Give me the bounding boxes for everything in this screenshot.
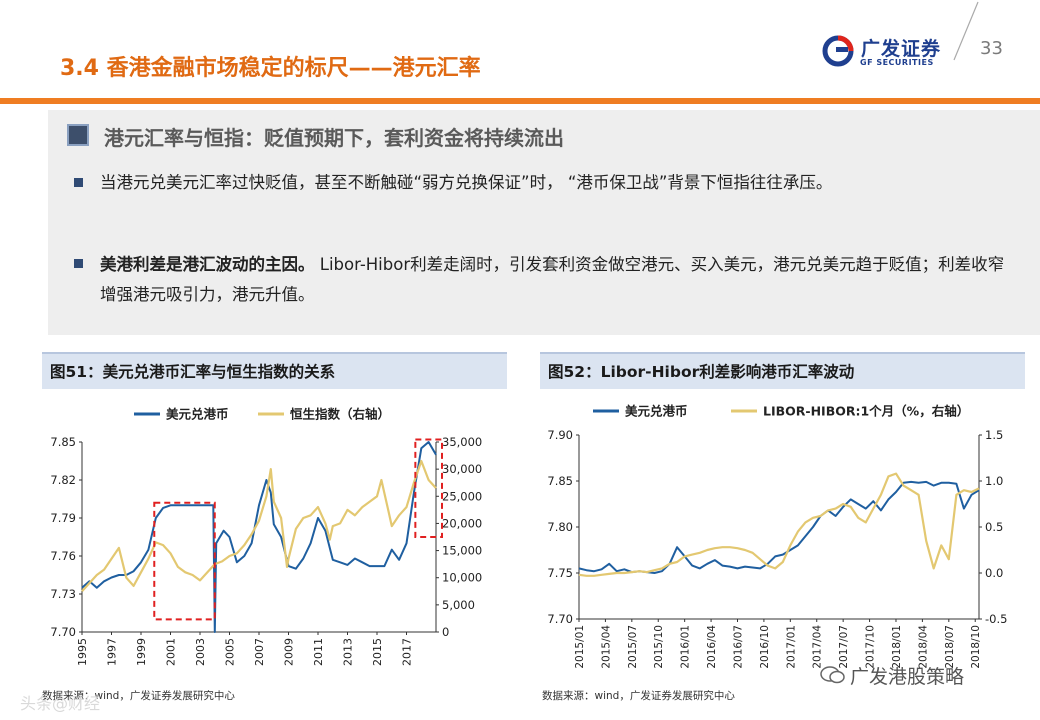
x-tick-label: 1997 bbox=[106, 638, 119, 666]
annotation-box bbox=[153, 501, 216, 621]
y2-tick-label: 0.5 bbox=[985, 520, 1003, 534]
y-tick-label: 7.79 bbox=[50, 511, 76, 525]
summary-panel bbox=[48, 110, 1040, 335]
y2-tick-label: 35,000 bbox=[442, 435, 482, 449]
divider-slash bbox=[953, 1, 979, 61]
y2-tick-label: 15,000 bbox=[442, 544, 482, 558]
x-tick-label: 2007 bbox=[253, 638, 266, 666]
subtitle-marker bbox=[67, 124, 89, 146]
x-tick-label: 2016/07 bbox=[732, 625, 744, 669]
legend-label: LIBOR-HIBOR:1个月（%，右轴） bbox=[763, 404, 969, 419]
x-tick-label: 2001 bbox=[165, 638, 178, 666]
figure52-source: 数据来源：wind，广发证券发展研究中心 bbox=[542, 690, 735, 702]
y-tick-label: 7.70 bbox=[50, 625, 76, 639]
wechat-icon bbox=[820, 666, 845, 684]
series-line-secondary bbox=[81, 459, 437, 593]
x-tick-label: 2017/04 bbox=[812, 625, 824, 669]
x-tick-label: 2016/01 bbox=[680, 625, 692, 669]
x-tick-label: 2017 bbox=[401, 638, 414, 666]
legend-label: 美元兑港币 bbox=[625, 404, 688, 419]
annotation-box bbox=[414, 438, 444, 538]
y2-tick-label: 25,000 bbox=[442, 489, 482, 503]
watermark-text: 广发港股策略 bbox=[850, 666, 965, 688]
y-tick-label: 7.80 bbox=[547, 520, 573, 534]
x-tick-label: 2011 bbox=[312, 638, 325, 666]
legend-label: 美元兑港币 bbox=[166, 407, 229, 422]
x-tick-label: 2018/07 bbox=[944, 625, 956, 669]
y2-tick-label: 10,000 bbox=[442, 571, 482, 585]
page-title: 3.4 香港金融市场稳定的标尺——港元汇率 bbox=[60, 56, 481, 81]
figure51-title: 图51：美元兑港币汇率与恒生指数的关系 bbox=[42, 352, 507, 389]
bullet-marker bbox=[74, 259, 83, 268]
x-tick-label: 2016/10 bbox=[759, 625, 771, 669]
x-tick-label: 2003 bbox=[194, 638, 207, 666]
y-tick-label: 7.85 bbox=[50, 435, 76, 449]
x-tick-label: 2018/01 bbox=[891, 625, 903, 669]
y2-tick-label: 0 bbox=[442, 625, 449, 639]
x-tick-label: 2018/04 bbox=[917, 625, 929, 669]
figure51-source: 数据来源：wind，广发证券发展研究中心 bbox=[42, 690, 235, 702]
gf-logo-icon bbox=[822, 35, 854, 67]
x-tick-label: 2015/01 bbox=[574, 625, 586, 669]
x-tick-label: 1995 bbox=[76, 638, 89, 666]
y-tick-label: 7.85 bbox=[547, 474, 573, 488]
bullet-body: Libor-Hibor利差走阔时，引发套利资金做空港元、买入美元，港元兑美元趋于… bbox=[100, 255, 1005, 304]
y2-tick-label: -0.5 bbox=[985, 612, 1007, 626]
x-tick-label: 2015 bbox=[371, 638, 384, 666]
y2-tick-label: 1.5 bbox=[985, 428, 1003, 442]
x-tick-label: 2016/04 bbox=[706, 625, 718, 669]
watermark-faint: 头条@财经 bbox=[20, 694, 101, 713]
chart-fig52: 7.70 7.75 7.80 7.85 7.90 -0.5 0.0 0.5 1.0 1.5 2015… bbox=[547, 404, 1007, 669]
page-number: 33 bbox=[980, 38, 1003, 59]
y-tick-label: 7.82 bbox=[50, 473, 76, 487]
x-tick-label: 2015/07 bbox=[627, 625, 639, 669]
x-tick-label: 2005 bbox=[224, 638, 237, 666]
header-divider bbox=[0, 98, 1040, 104]
bullet-text: 美港利差是港汇波动的主因。 Libor-Hibor利差走阔时，引发套利资金做空港… bbox=[100, 250, 1005, 310]
y2-tick-label: 20,000 bbox=[442, 516, 482, 530]
bullet-marker bbox=[74, 178, 83, 187]
y-tick-label: 7.75 bbox=[547, 566, 573, 580]
x-tick-label: 2017/01 bbox=[785, 625, 797, 669]
bullet-text: 当港元兑美元汇率过快贬值，甚至不断触碰“弱方兑换保证”时， “港币保卫战”背景下… bbox=[100, 168, 1005, 198]
x-tick-label: 2017/07 bbox=[838, 625, 850, 669]
logo-subtext: GF SECURITIES bbox=[860, 58, 934, 67]
legend-label: 恒生指数（右轴） bbox=[290, 407, 390, 422]
bullet-body: 当港元兑美元汇率过快贬值，甚至不断触碰“弱方兑换保证”时， “港币保卫战”背景下… bbox=[100, 173, 833, 192]
section-subtitle: 港元汇率与恒指：贬值预期下，套利资金将持续流出 bbox=[104, 126, 564, 150]
logo-text: 广发证券 bbox=[861, 38, 942, 60]
x-tick-label: 2018/10 bbox=[970, 625, 982, 669]
y-tick-label: 7.76 bbox=[50, 549, 76, 563]
chart-fig51: 7.70 7.73 7.76 7.79 7.82 7.85 0 5,000 10,000 15,0… bbox=[50, 407, 482, 667]
x-tick-label: 2017/10 bbox=[865, 625, 877, 669]
y-tick-label: 7.90 bbox=[547, 428, 573, 442]
x-tick-label: 2009 bbox=[283, 638, 296, 666]
x-tick-label: 1999 bbox=[135, 638, 148, 666]
bullet-lead: 美港利差是港汇波动的主因。 bbox=[100, 255, 315, 274]
figure52-title: 图52：Libor-Hibor利差影响港币汇率波动 bbox=[540, 352, 1025, 389]
x-tick-label: 2013 bbox=[342, 638, 355, 666]
y2-tick-label: 0.0 bbox=[985, 566, 1003, 580]
y2-tick-label: 1.0 bbox=[985, 474, 1003, 488]
y2-tick-label: 5,000 bbox=[442, 598, 475, 612]
x-tick-label: 2015/10 bbox=[653, 625, 665, 669]
y-tick-label: 7.73 bbox=[50, 587, 76, 601]
series-line-secondary bbox=[578, 472, 980, 577]
series-line-usdhkd bbox=[81, 441, 437, 633]
y-tick-label: 7.70 bbox=[547, 612, 573, 626]
y2-tick-label: 30,000 bbox=[442, 462, 482, 476]
x-tick-label: 2015/04 bbox=[600, 625, 612, 669]
